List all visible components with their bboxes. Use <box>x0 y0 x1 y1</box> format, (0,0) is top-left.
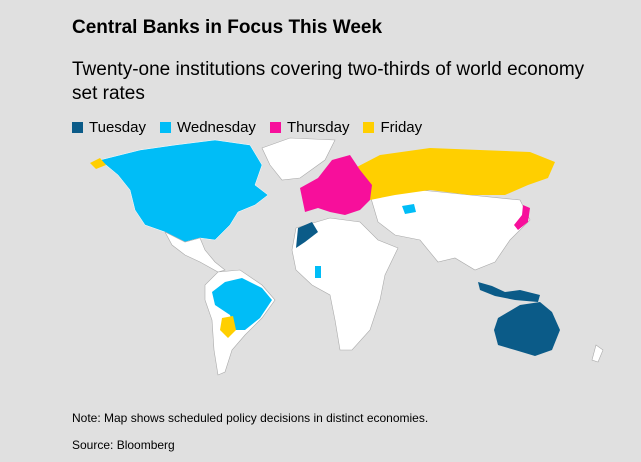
legend-label: Tuesday <box>89 119 146 136</box>
region-europe <box>300 155 372 215</box>
region-new-zealand <box>591 344 604 363</box>
region-morocco <box>296 222 318 248</box>
legend-swatch <box>269 122 281 133</box>
legend-label: Friday <box>380 119 423 136</box>
region-australia <box>494 302 560 356</box>
region-asia <box>369 189 531 271</box>
legend-swatch <box>72 122 83 133</box>
legend-item-wednesday: Wednesday <box>159 119 256 136</box>
chart-subtitle: Twenty-one institutions covering two-thi… <box>72 59 585 104</box>
legend-item-thursday: Thursday <box>269 119 350 136</box>
legend-swatch <box>363 122 375 133</box>
region-africa <box>291 217 399 351</box>
region-mexico <box>164 231 226 273</box>
legend-item-tuesday: Tuesday <box>72 119 146 136</box>
legend: Tuesday Wednesday Thursday Friday <box>72 119 422 136</box>
legend-label: Wednesday <box>176 119 256 136</box>
region-paraguay <box>220 316 236 338</box>
legend-item-friday: Friday <box>363 119 422 136</box>
legend-label: Thursday <box>286 119 350 136</box>
region-indonesia <box>478 282 540 302</box>
legend-swatch <box>159 122 171 133</box>
region-ghana <box>315 266 321 278</box>
chart-title: Central Banks in Focus This Week <box>72 17 383 38</box>
region-brazil <box>212 278 272 330</box>
region-russia <box>355 148 555 200</box>
world-map <box>90 137 604 376</box>
region-caucasus-wednesday <box>402 204 416 214</box>
chart-note: Note: Map shows scheduled policy decisio… <box>72 411 429 425</box>
chart-source: Source: Bloomberg <box>72 438 175 452</box>
region-japan <box>514 205 530 230</box>
region-alaska-friday <box>90 158 106 169</box>
region-greenland <box>261 137 336 181</box>
region-north-america <box>99 139 269 243</box>
